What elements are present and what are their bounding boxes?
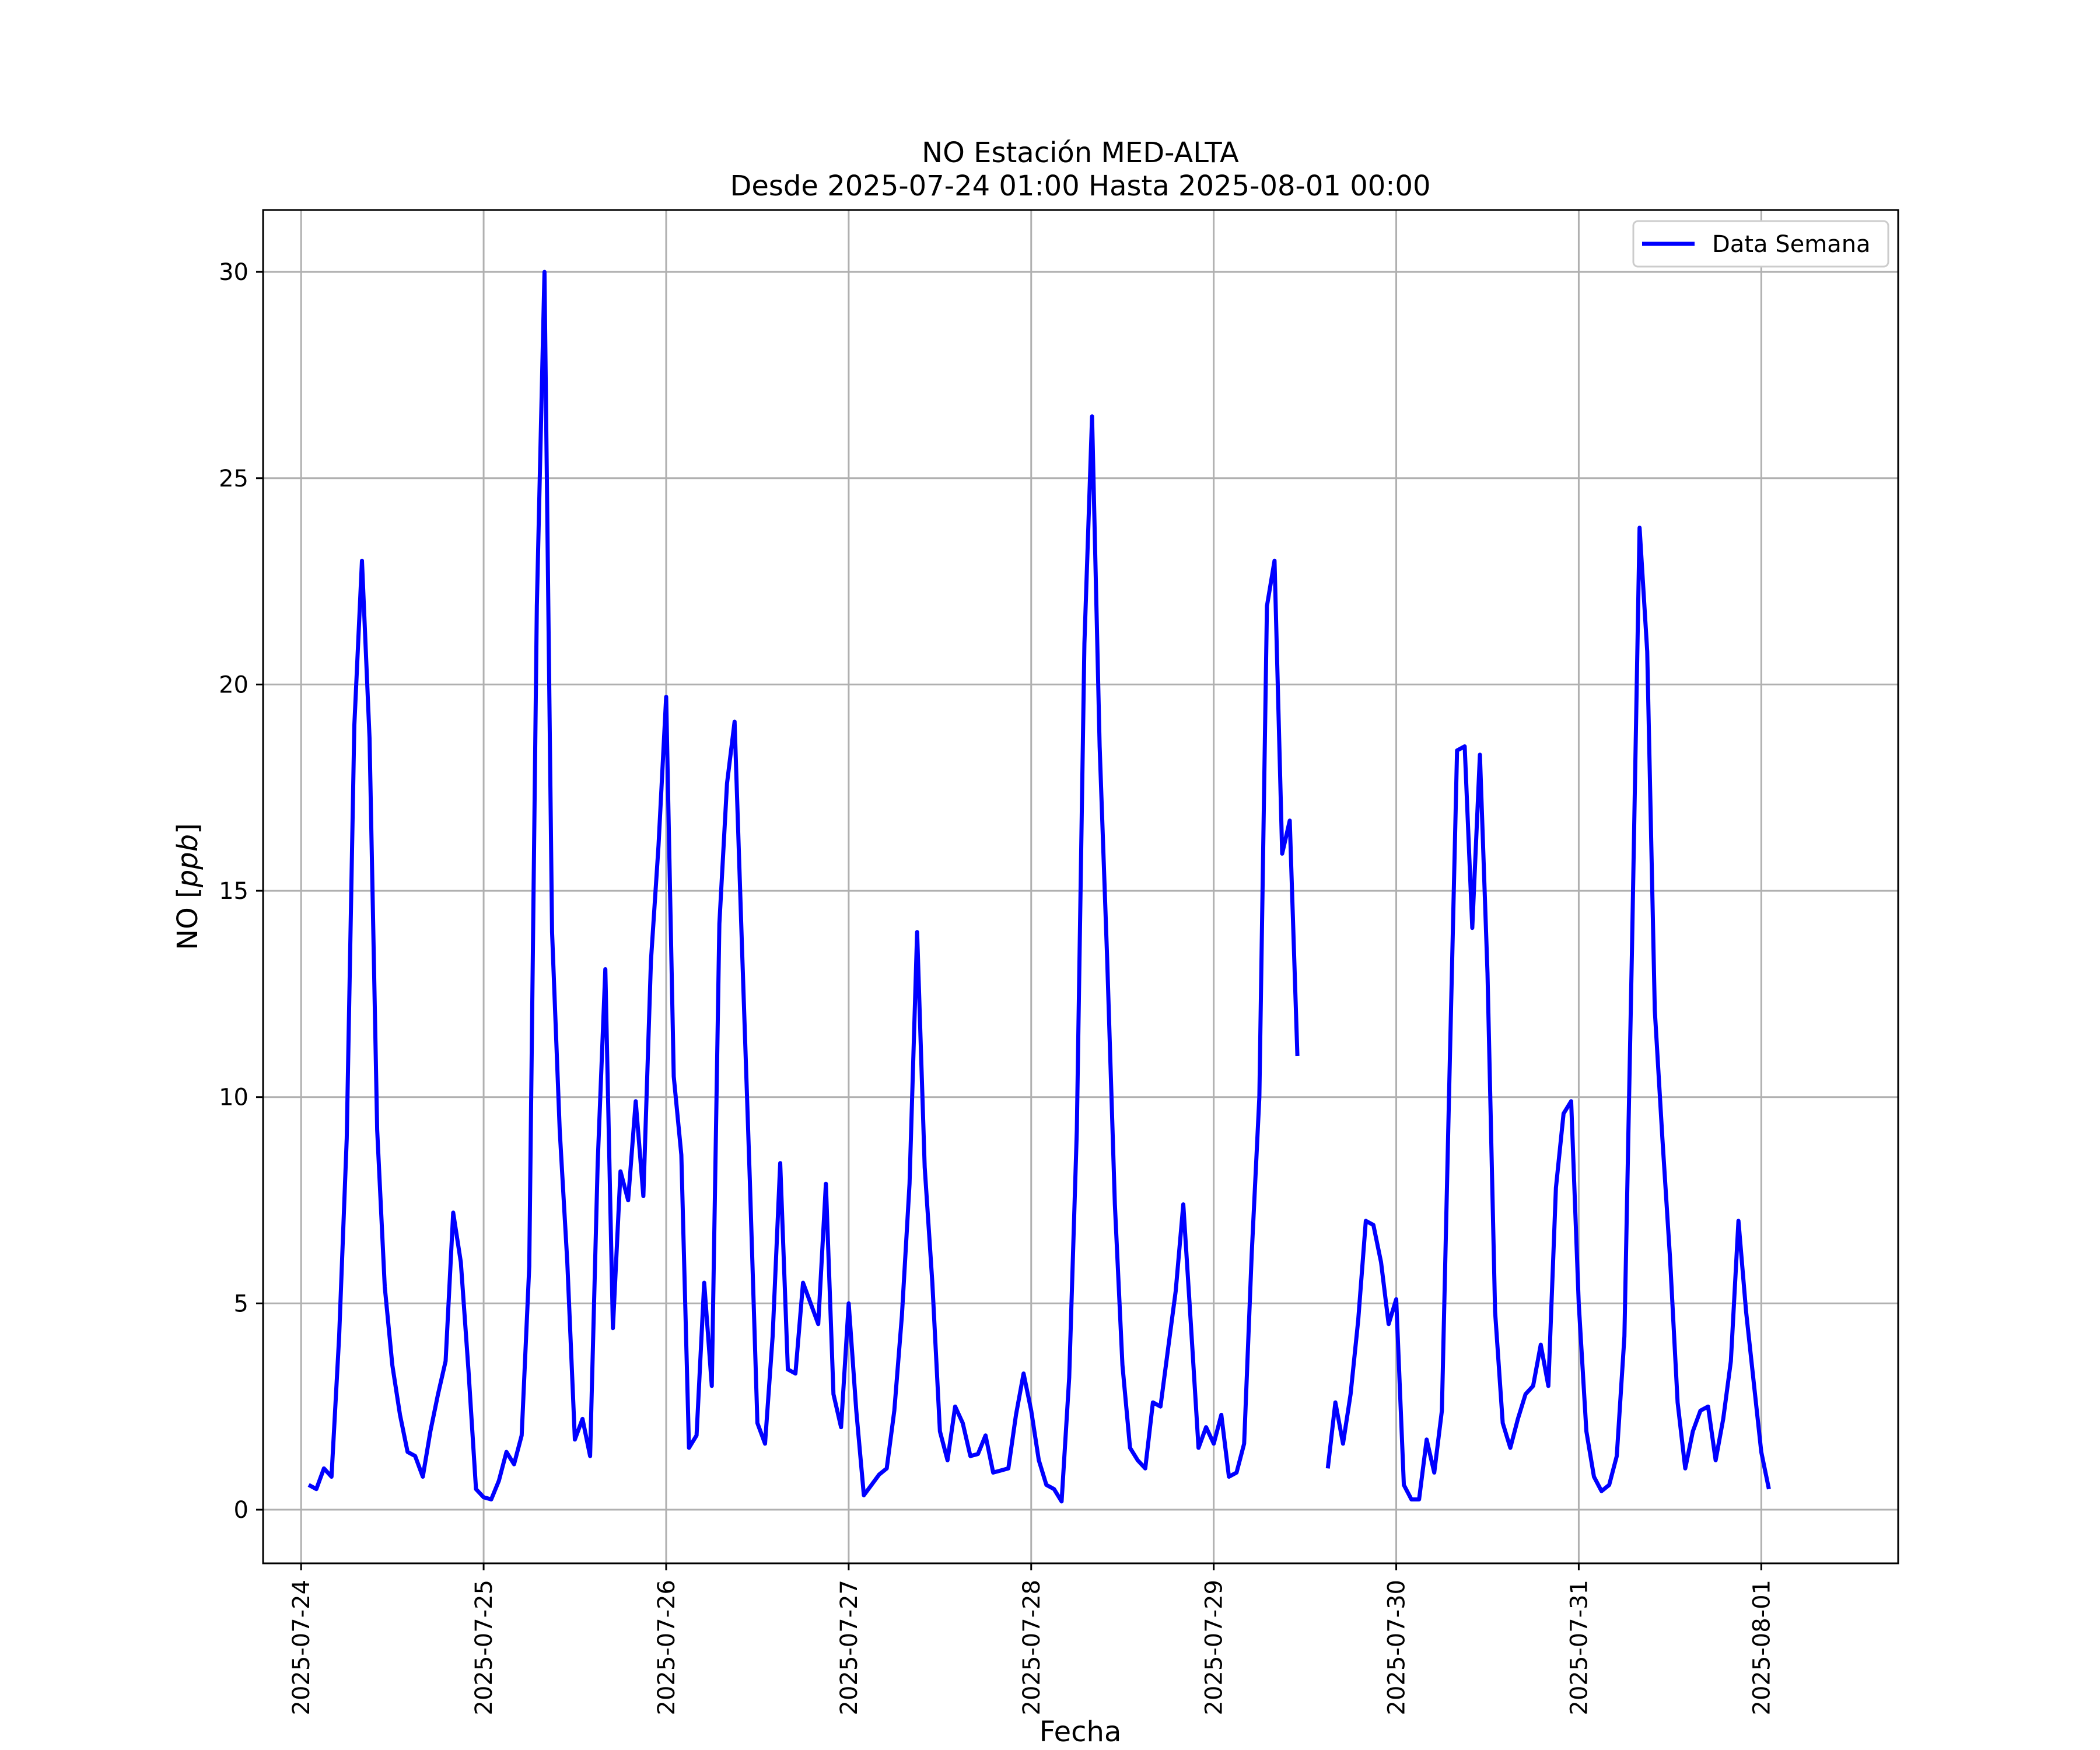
y-axis-label-unit: ppb (172, 834, 204, 888)
x-axis-ticks: 2025-07-24 2025-07-25 2025-07-26 2025-07-27… (288, 1563, 1775, 1715)
y-tick-label: 20 (219, 671, 249, 698)
y-axis-label: NO [ppb] (172, 823, 204, 950)
y-tick-label: 15 (219, 878, 249, 905)
y-tick-label: 5 (234, 1290, 249, 1317)
x-tick-label: 2025-07-26 (653, 1580, 680, 1715)
y-axis-label-prefix: NO [ (172, 887, 204, 950)
y-tick-label: 0 (234, 1497, 249, 1524)
y-axis-label-suffix: ] (172, 823, 204, 834)
series-line (307, 270, 1771, 1504)
chart-subtitle: Desde 2025-07-24 01:00 Hasta 2025-08-01 … (730, 170, 1430, 202)
x-axis-label: Fecha (1040, 1716, 1122, 1748)
y-tick-label: 25 (219, 466, 249, 492)
y-tick-label: 30 (219, 259, 249, 286)
y-tick-label: 10 (219, 1084, 249, 1111)
legend-box (1632, 220, 1889, 268)
x-tick-label: 2025-07-27 (836, 1580, 863, 1715)
x-tick-label: 2025-07-31 (1566, 1580, 1592, 1715)
series-layer (307, 270, 1771, 1504)
chart-title: NO Estación MED-ALTA (922, 136, 1239, 169)
y-axis-ticks: 0 5 10 15 20 25 30 (219, 259, 263, 1524)
legend-label: Data Semana (1712, 231, 1871, 258)
legend: Data Semana (1632, 220, 1889, 268)
x-tick-label: 2025-07-30 (1384, 1580, 1410, 1715)
x-tick-label: 2025-07-24 (288, 1580, 315, 1715)
x-tick-label: 2025-07-28 (1019, 1580, 1045, 1715)
plot-frame (262, 209, 1899, 1564)
x-tick-label: 2025-07-25 (471, 1580, 498, 1715)
x-tick-label: 2025-07-29 (1201, 1580, 1228, 1715)
x-tick-label: 2025-08-01 (1748, 1580, 1775, 1715)
